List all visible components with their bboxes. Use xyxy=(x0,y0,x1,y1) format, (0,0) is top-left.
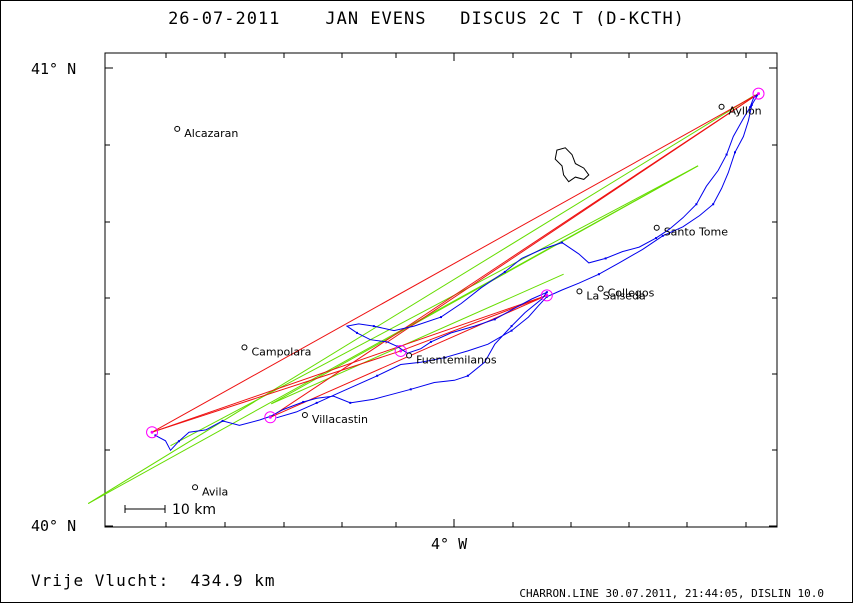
track-fix xyxy=(154,434,157,437)
track-fix xyxy=(315,401,318,404)
task-legs-green xyxy=(87,94,756,504)
track-fix xyxy=(510,329,513,332)
city-label: Campolara xyxy=(251,345,311,358)
task-leg-red xyxy=(151,350,401,433)
track-fix xyxy=(655,237,658,240)
city-label: La Salseda xyxy=(586,289,645,302)
task-leg-red xyxy=(385,93,759,344)
track-fix xyxy=(221,419,224,422)
track-fix xyxy=(409,388,412,391)
track-fix xyxy=(725,153,728,156)
city-label: Santo Tome xyxy=(664,226,729,239)
lake-outline xyxy=(554,147,590,183)
track-fix xyxy=(750,103,753,106)
city-label: Fuentemilanos xyxy=(416,353,497,366)
city-marker xyxy=(192,484,199,491)
map-border xyxy=(104,52,778,528)
task-leg-red xyxy=(151,294,548,433)
track-fix xyxy=(597,273,600,276)
glider-name: DISCUS 2C T (D-KCTH) xyxy=(460,9,685,29)
track-fix xyxy=(302,400,305,403)
city-marker xyxy=(653,224,660,231)
track-fix xyxy=(604,257,607,260)
track-fix xyxy=(443,356,446,359)
flight-header: 26-07-2011 JAN EVENS DISCUS 2C T (D-KCTH… xyxy=(1,9,852,29)
track-fix xyxy=(510,325,513,328)
city-label: Alcazaran xyxy=(184,127,238,140)
track-fix xyxy=(503,270,506,273)
city-marker xyxy=(174,125,181,132)
track-fix xyxy=(712,203,715,206)
city-marker xyxy=(576,288,583,295)
track-fix xyxy=(661,234,664,237)
track-fix xyxy=(177,440,180,443)
distance-value: 434.9 km xyxy=(190,571,276,590)
task-leg-red xyxy=(400,294,548,352)
scale-bar: 10 km xyxy=(124,502,216,518)
distance-summary: Vrije Vlucht: 434.9 km xyxy=(31,571,276,590)
city-marker xyxy=(301,412,308,419)
flight-track xyxy=(154,93,759,452)
map-frame xyxy=(104,52,778,528)
pilot-name: JAN EVENS xyxy=(325,9,427,29)
task-leg-green xyxy=(87,94,756,504)
lat-bottom-label: 40° N xyxy=(31,517,76,535)
scale-bar-label: 10 km xyxy=(172,502,216,518)
city-label: Collegos xyxy=(608,287,655,300)
track-fix xyxy=(734,151,736,154)
track-fix xyxy=(372,325,375,328)
turnpoint-markers xyxy=(146,87,765,439)
turnpoint-center xyxy=(545,293,549,297)
track-fix xyxy=(440,316,442,319)
credit-line: CHARRON.LINE 30.07.2011, 21:44:05, DISLI… xyxy=(519,587,824,600)
turnpoint-center xyxy=(757,92,761,96)
lake-shape xyxy=(554,147,590,183)
track-fix xyxy=(560,241,563,244)
turnpoint-marker xyxy=(264,411,277,424)
distance-label: Vrije Vlucht: xyxy=(31,571,170,590)
turnpoint-center xyxy=(150,430,154,434)
track-fix xyxy=(466,374,469,377)
task-leg-green xyxy=(170,165,699,447)
city-label: Ayllon xyxy=(729,105,762,118)
turnpoint-marker xyxy=(540,289,553,302)
track-fix xyxy=(749,106,752,109)
turnpoint-marker xyxy=(146,426,159,439)
task-leg-red xyxy=(151,93,759,433)
track-line xyxy=(155,93,759,452)
turnpoint-marker xyxy=(394,344,407,357)
track-fix xyxy=(356,331,358,334)
city-marker xyxy=(597,285,604,292)
track-fix xyxy=(545,291,548,294)
task-legs-red xyxy=(151,93,759,433)
track-fix xyxy=(695,203,698,206)
lon-label: 4° W xyxy=(431,535,468,553)
turnpoint-center xyxy=(268,415,272,419)
track-fix xyxy=(349,401,352,404)
track-fix xyxy=(429,340,432,343)
city-marker xyxy=(241,344,248,351)
city-marker xyxy=(406,352,413,359)
turnpoint-center xyxy=(399,349,403,353)
task-leg-green xyxy=(271,273,564,405)
axis-ticks xyxy=(105,53,777,527)
lat-top-label: 41° N xyxy=(31,60,76,78)
flight-date: 26-07-2011 xyxy=(168,9,281,29)
city-label: Avila xyxy=(202,485,228,498)
turnpoint-marker xyxy=(752,87,765,100)
task-leg-green xyxy=(271,165,699,405)
track-fix xyxy=(376,374,379,377)
city-marker xyxy=(718,103,725,110)
track-fix xyxy=(493,318,496,321)
city-label: Villacastin xyxy=(312,413,368,426)
